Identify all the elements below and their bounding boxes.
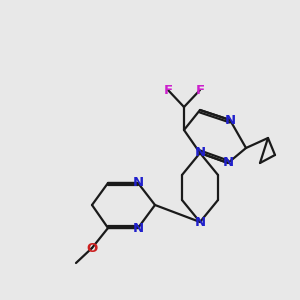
Text: N: N: [224, 113, 236, 127]
Text: O: O: [86, 242, 98, 254]
Text: N: N: [132, 221, 144, 235]
Text: F: F: [195, 83, 205, 97]
Text: N: N: [194, 215, 206, 229]
Text: N: N: [222, 157, 234, 169]
Text: N: N: [132, 176, 144, 190]
Text: F: F: [164, 83, 172, 97]
Text: N: N: [194, 146, 206, 160]
